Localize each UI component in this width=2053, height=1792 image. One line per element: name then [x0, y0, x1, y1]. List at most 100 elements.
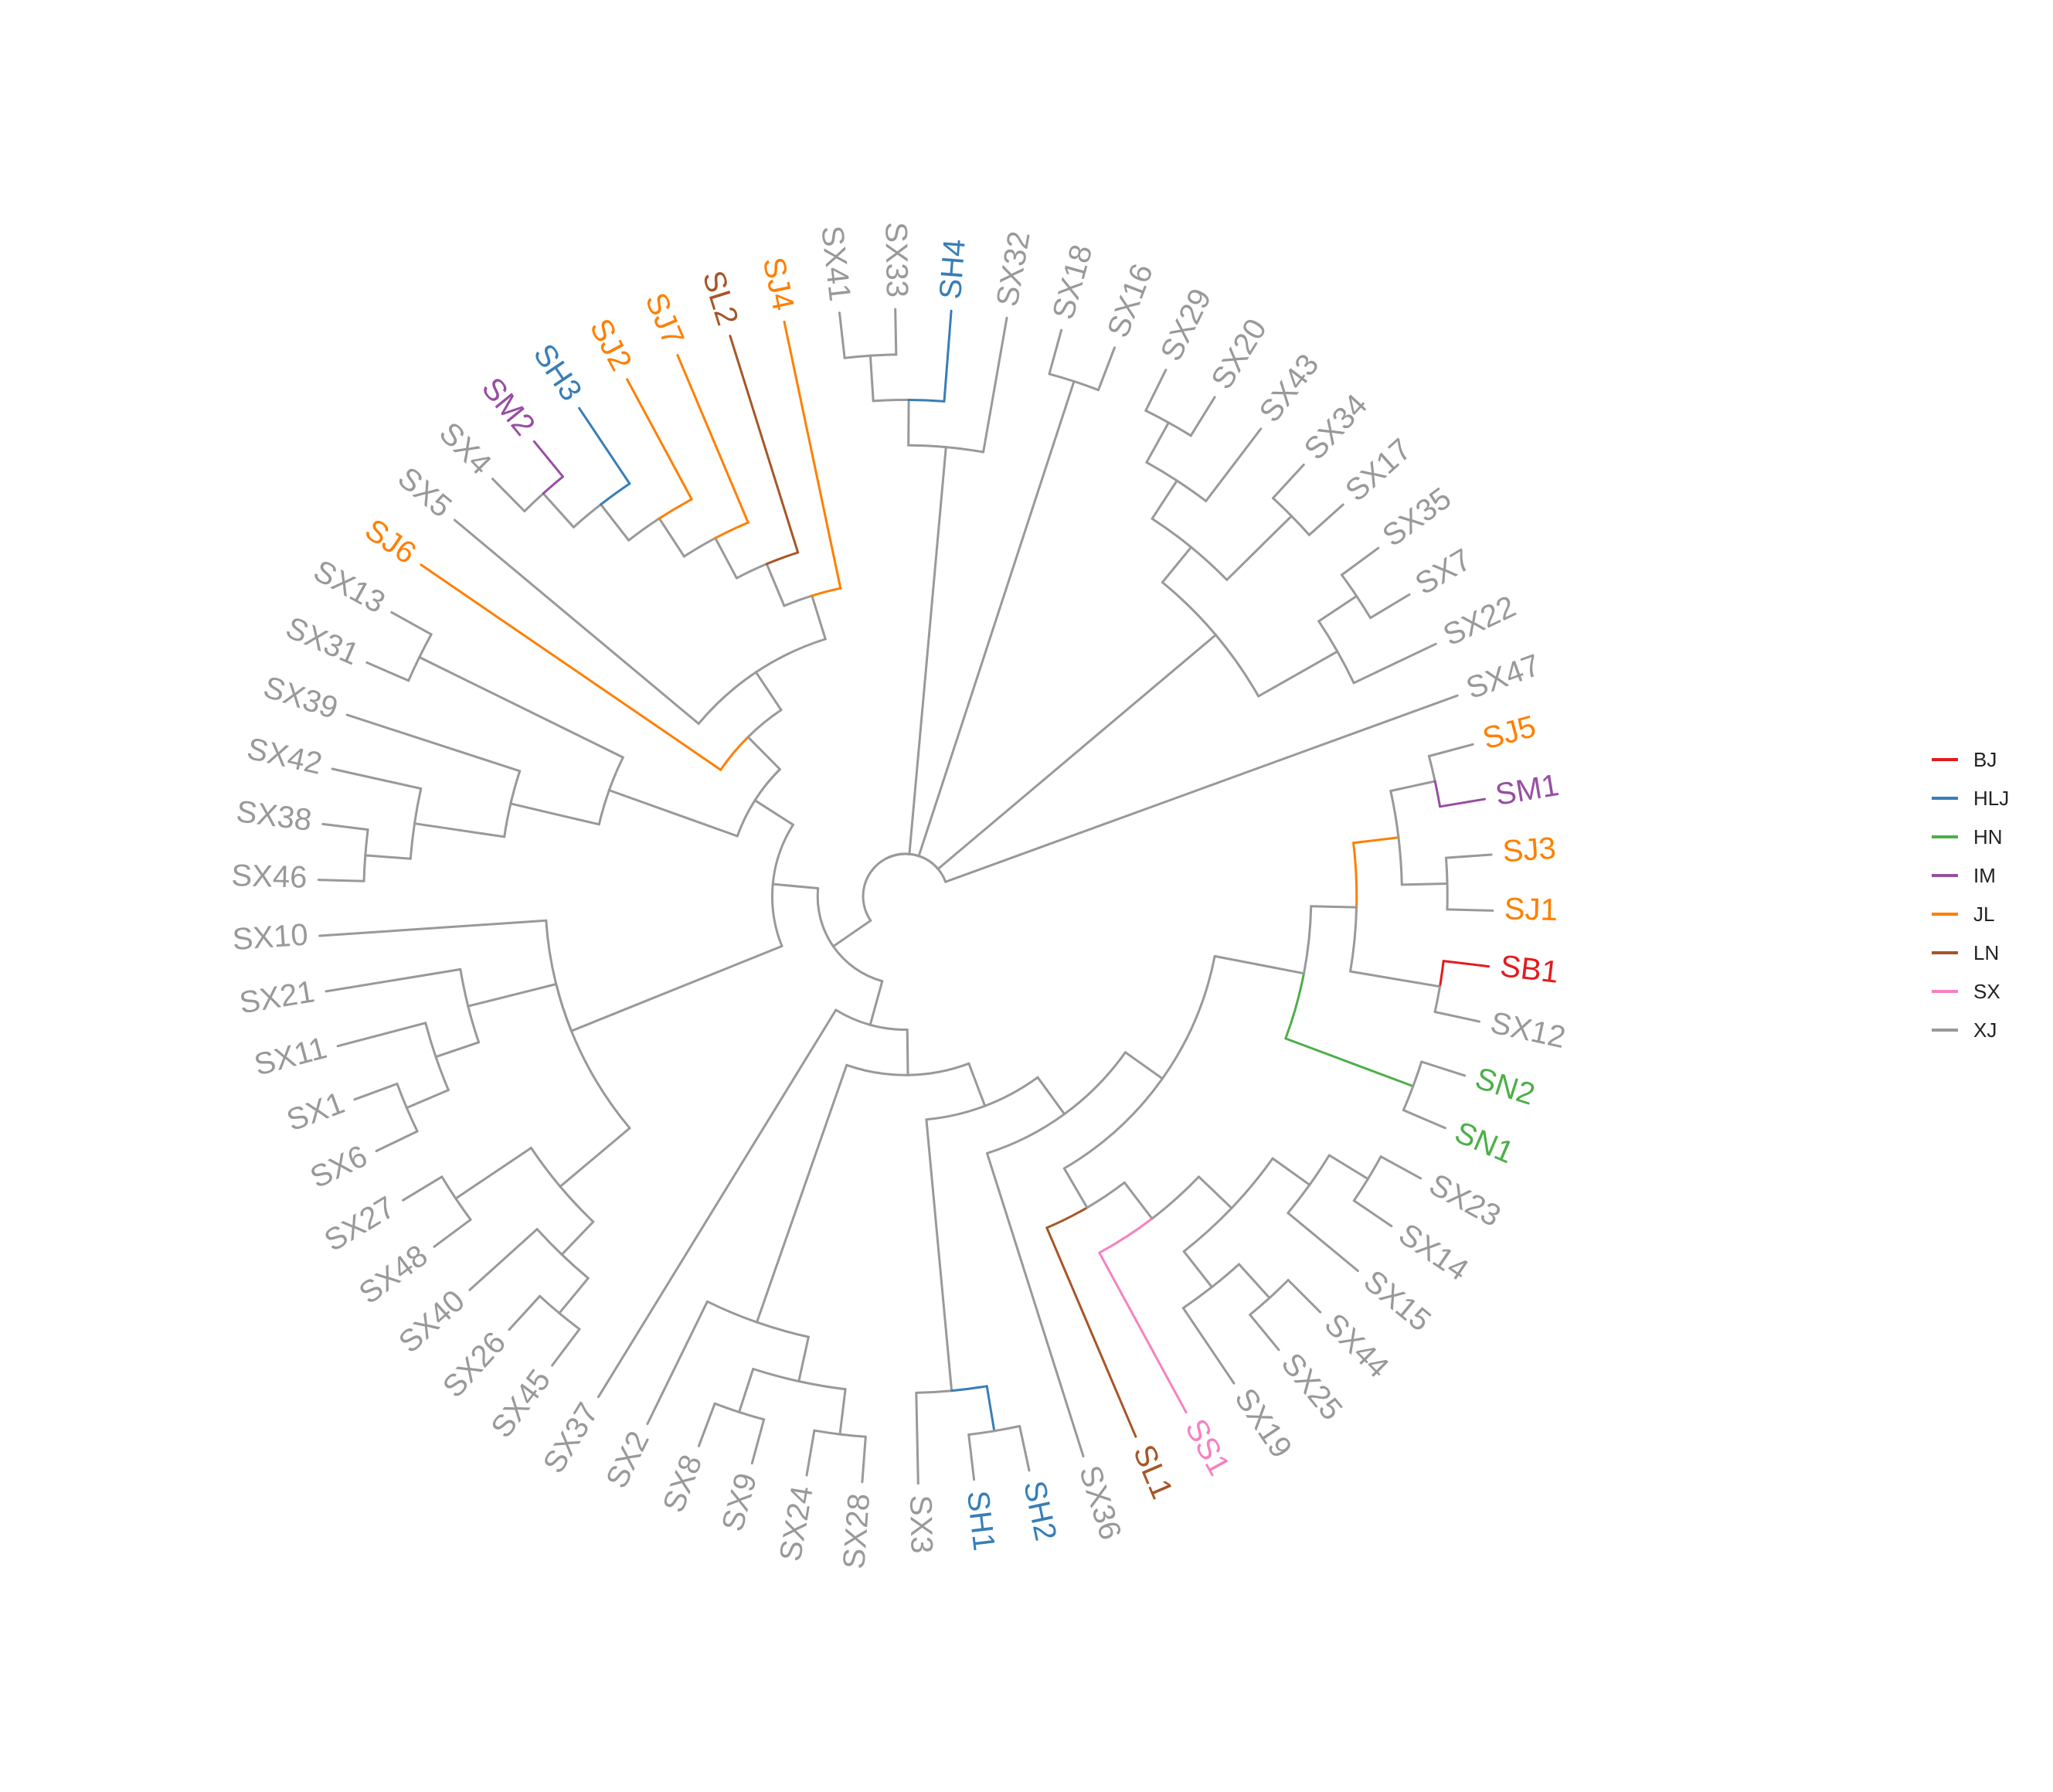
- legend-swatch: [1932, 913, 1958, 916]
- tip-label: SX36: [1072, 1461, 1128, 1544]
- branch-arc: [627, 517, 661, 542]
- branch-arc: [424, 1022, 437, 1059]
- branch-line: [558, 1277, 590, 1314]
- branch-arc: [885, 852, 947, 883]
- branch-line: [676, 354, 749, 524]
- branch-line: [1445, 853, 1493, 859]
- branch-arc: [1290, 515, 1310, 536]
- branch-arc: [771, 823, 794, 886]
- branch-arc: [944, 446, 985, 454]
- branch-line: [943, 309, 953, 403]
- branch-arc: [1439, 960, 1445, 988]
- tip-label: SJ6: [359, 512, 422, 570]
- branch-arc: [811, 587, 842, 597]
- branch-arc: [1144, 409, 1170, 424]
- branch-line: [750, 1418, 766, 1465]
- legend-item: SX: [1932, 972, 2048, 1011]
- branch-arc: [539, 1294, 561, 1314]
- tip-label: SM1: [1493, 768, 1561, 812]
- tip-label: SB1: [1498, 949, 1560, 990]
- tree-branches: [317, 308, 1494, 1485]
- branch-arc: [1317, 620, 1339, 653]
- legend-item: XJ: [1932, 1011, 2048, 1049]
- branch-arc: [1086, 1181, 1126, 1209]
- branch-arc: [1445, 856, 1449, 885]
- tip-label: SJ1: [1504, 892, 1558, 927]
- legend-item: HN: [1932, 818, 2048, 856]
- branch-line: [560, 1220, 595, 1256]
- tip-label: SL1: [1127, 1440, 1179, 1504]
- branch-line: [967, 1062, 987, 1107]
- branch-line: [434, 1041, 481, 1059]
- legend-item: HLJ: [1932, 779, 2048, 818]
- branch-line: [600, 503, 631, 542]
- branch-line: [753, 799, 794, 826]
- branch-line: [345, 713, 522, 773]
- branch-arc: [1433, 985, 1441, 1013]
- branch-line: [405, 1089, 450, 1110]
- legend-swatch: [1932, 797, 1958, 800]
- branch-arc: [509, 770, 522, 805]
- branch-arc: [1151, 517, 1193, 549]
- branch-arc: [409, 822, 416, 860]
- branch-line: [868, 354, 875, 403]
- branch-line: [390, 610, 433, 636]
- branch-line: [915, 1391, 919, 1485]
- branch-line: [754, 671, 783, 712]
- branch-arc: [1214, 634, 1260, 698]
- tip-label: SX31: [281, 610, 364, 672]
- legend-label: JL: [1973, 902, 1995, 926]
- legend-item: LN: [1932, 933, 2048, 972]
- branch-line: [612, 944, 783, 1015]
- branch-arc: [816, 887, 834, 948]
- branch-line: [783, 320, 842, 590]
- legend-label: XJ: [1973, 1018, 1997, 1042]
- branch-arc: [1287, 1183, 1311, 1215]
- branch-line: [1427, 743, 1474, 757]
- branch-arc: [845, 1063, 909, 1076]
- branch-arc: [906, 1062, 970, 1076]
- legend-swatch: [1932, 990, 1958, 993]
- tip-label: SX23: [1423, 1168, 1506, 1234]
- branch-line: [1238, 1263, 1271, 1300]
- branch-line: [467, 994, 514, 1008]
- branch-arc: [1355, 594, 1372, 620]
- branch-line: [509, 802, 556, 815]
- tip-label: SX37: [537, 1397, 606, 1479]
- branch-arc: [765, 551, 800, 566]
- branch-arc: [1268, 1279, 1290, 1300]
- tip-label: SX15: [1358, 1263, 1437, 1338]
- legend-swatch: [1932, 874, 1958, 877]
- branch-line: [511, 983, 558, 997]
- branch-line: [646, 1300, 709, 1426]
- branch-line: [626, 378, 693, 501]
- branch-arc: [1341, 573, 1358, 597]
- tip-label: SX26: [437, 1325, 513, 1404]
- branch-line: [765, 563, 786, 607]
- tip-label: SX7: [1409, 542, 1477, 602]
- branch-arc: [523, 492, 545, 512]
- tip-label: SX12: [1487, 1005, 1569, 1055]
- branch-arc: [1072, 380, 1100, 392]
- tip-label: SJ5: [1479, 709, 1539, 756]
- branch-arc: [831, 945, 884, 983]
- branch-arc: [907, 399, 946, 403]
- branch-line: [861, 1435, 867, 1484]
- branch-line: [532, 440, 564, 478]
- branch-line: [1272, 463, 1305, 500]
- branch-line: [811, 594, 827, 641]
- branch-line: [771, 882, 820, 889]
- branch-line: [838, 1388, 847, 1436]
- branch-line: [1287, 1279, 1322, 1314]
- branch-arc: [754, 638, 827, 674]
- legend-label: BJ: [1973, 747, 1997, 771]
- branch-line: [1271, 1157, 1311, 1186]
- branch-arc: [1151, 1175, 1200, 1220]
- branch-line: [1018, 1425, 1031, 1472]
- branch-line: [553, 812, 600, 826]
- tip-label: SX47: [1462, 648, 1545, 706]
- branch-arc: [1063, 1051, 1127, 1116]
- branch-arc: [838, 1433, 867, 1438]
- tip-label: SX25: [1274, 1347, 1348, 1427]
- branch-line: [1225, 515, 1293, 581]
